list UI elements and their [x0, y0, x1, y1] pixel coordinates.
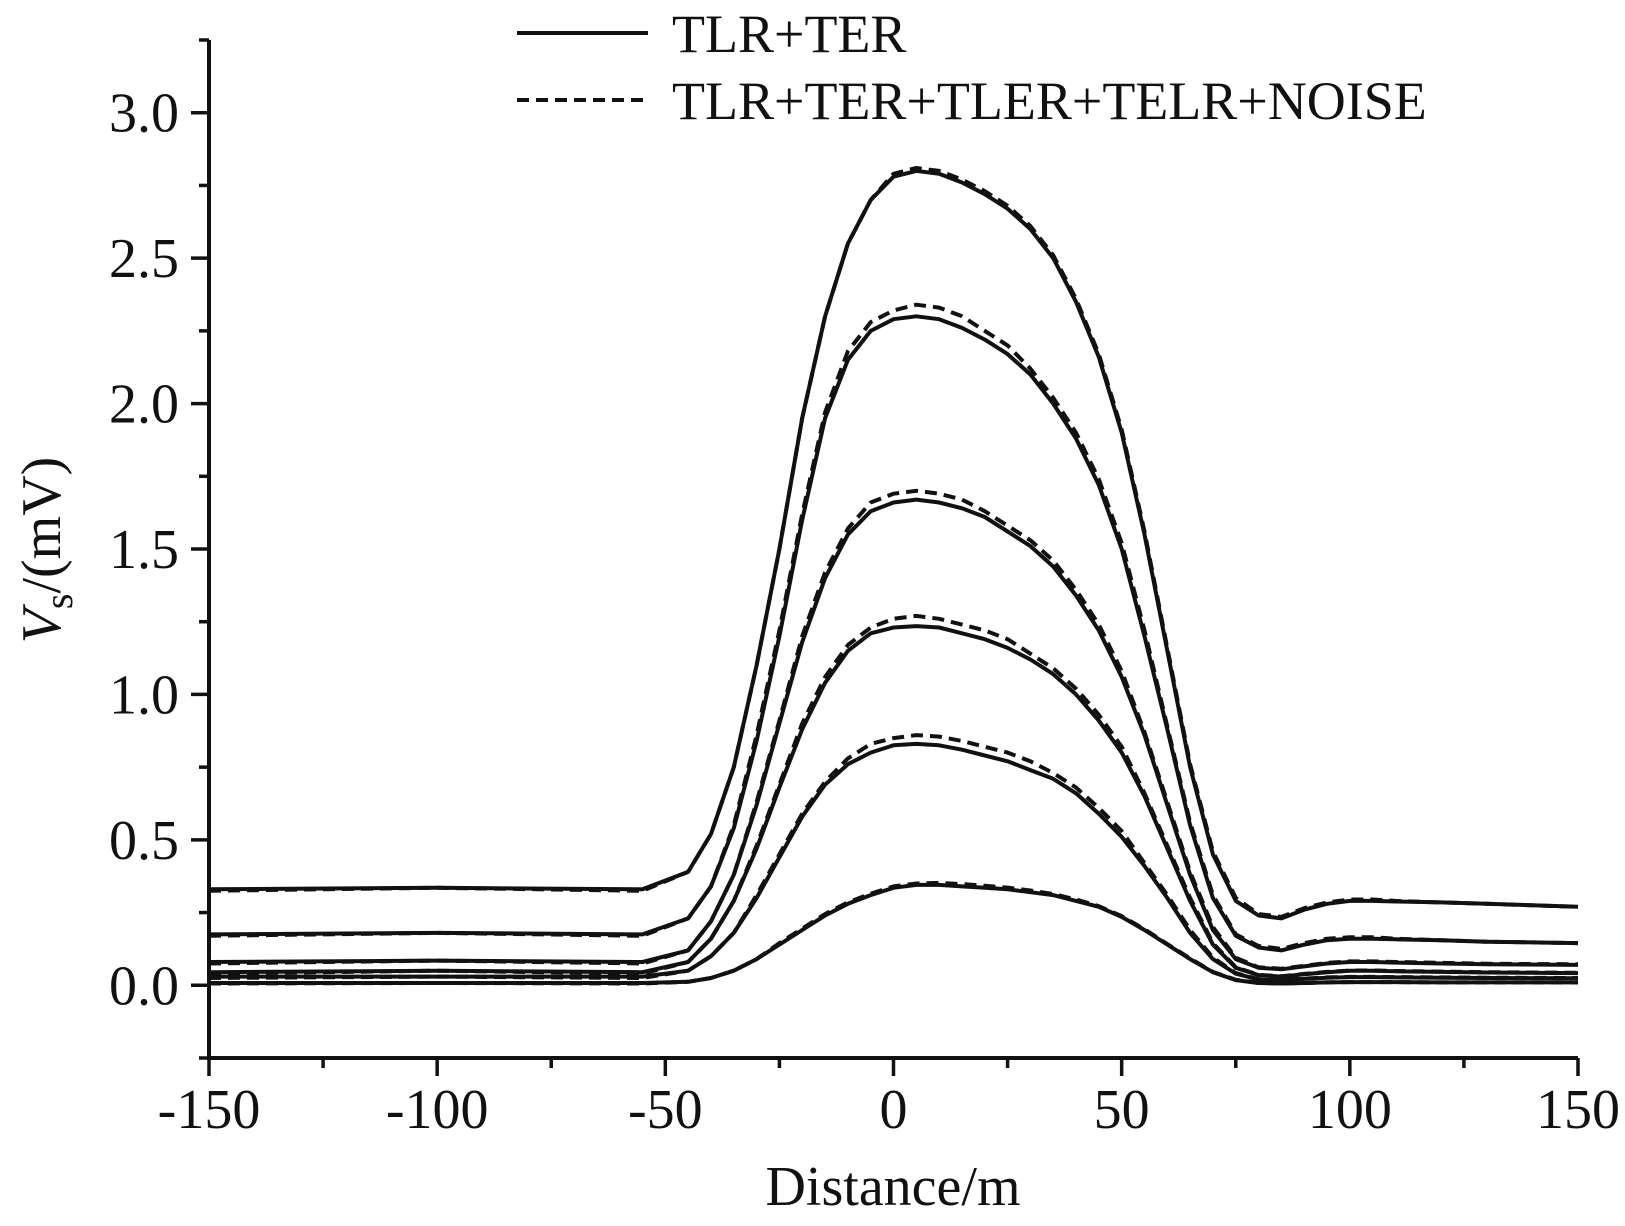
series-layer	[208, 166, 1579, 986]
series-line-dashed-3	[208, 613, 1579, 979]
legend: TLR+TER TLR+TER+TLER+TELR+NOISE	[517, 4, 1427, 131]
x-tick-label: 0	[880, 1079, 908, 1141]
x-tick-label: -100	[386, 1079, 489, 1141]
y-tick-label: 1.5	[109, 519, 179, 581]
series-line-dashed-0	[208, 166, 1579, 919]
x-tick-label: -50	[628, 1079, 703, 1141]
series-line-dashed-2	[208, 488, 1579, 971]
y-axis-title-suffix: /(mV)	[11, 457, 73, 594]
x-tick-label: 50	[1094, 1079, 1150, 1141]
series-line-dashed-1	[208, 302, 1579, 951]
y-tick-label: 2.0	[109, 374, 179, 436]
legend-label-dashed: TLR+TER+TLER+TELR+NOISE	[672, 71, 1427, 131]
series-line-solid-1	[208, 314, 1579, 953]
y-tick-label: 2.5	[109, 228, 179, 290]
x-ticks: -150 -100 -50 0 50 100 150	[158, 1058, 1620, 1141]
y-axis-title-main: V	[11, 603, 73, 643]
y-ticks: 0.0 0.5 1.0 1.5 2.0 2.5 3.0	[109, 38, 209, 1060]
x-axis-title: Distance/m	[765, 1156, 1020, 1218]
series-line-solid-0	[208, 168, 1579, 921]
series-line-solid-3	[208, 624, 1579, 979]
x-tick-label: 100	[1308, 1079, 1392, 1141]
legend-label-solid: TLR+TER	[672, 4, 906, 64]
y-axis-title: Vs/(mV)	[11, 457, 81, 644]
y-tick-label: 0.0	[109, 955, 179, 1017]
series-line-dashed-5	[208, 880, 1578, 986]
y-tick-label: 3.0	[109, 83, 179, 145]
y-tick-label: 0.5	[109, 810, 179, 872]
x-tick-label: 150	[1536, 1079, 1620, 1141]
y-axis-title-subscript: s	[36, 594, 81, 610]
y-tick-label: 1.0	[109, 664, 179, 726]
axes-layer	[207, 40, 1578, 1060]
series-line-dashed-4	[208, 733, 1579, 982]
x-tick-label: -150	[158, 1079, 261, 1141]
series-line-solid-4	[209, 741, 1579, 983]
